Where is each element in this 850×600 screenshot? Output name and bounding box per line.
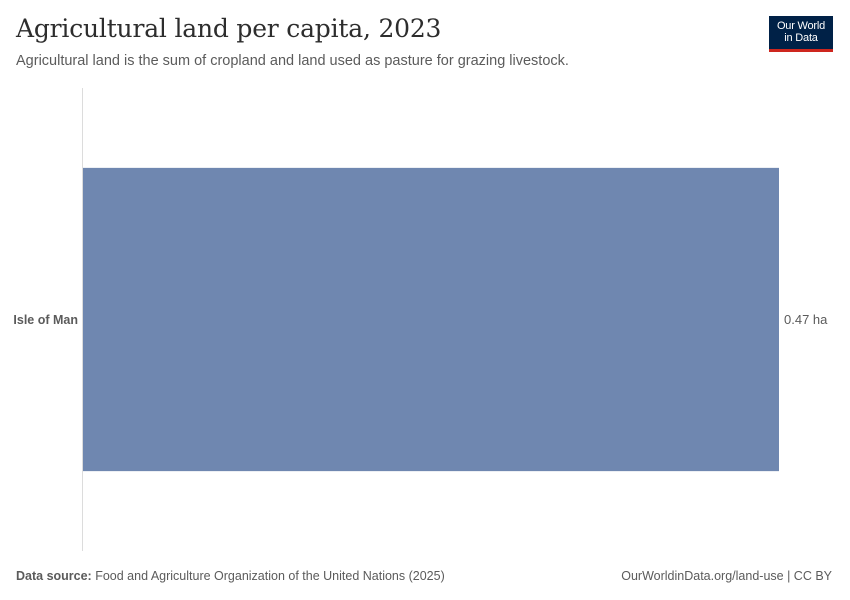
owid-logo[interactable]: Our World in Data xyxy=(769,16,833,52)
data-source-label: Data source: xyxy=(16,569,92,583)
bar-isle-of-man[interactable] xyxy=(83,167,779,472)
chart-subtitle: Agricultural land is the sum of cropland… xyxy=(16,53,569,69)
logo-line-2: in Data xyxy=(784,32,818,44)
category-label: Isle of Man xyxy=(13,313,78,327)
data-source-text: Food and Agriculture Organization of the… xyxy=(95,569,445,583)
bars-group: Isle of Man 0.47 ha xyxy=(13,167,828,472)
logo-line-1: Our World xyxy=(776,20,826,32)
value-label: 0.47 ha xyxy=(784,312,828,327)
source-url-link[interactable]: OurWorldinData.org/land-use | CC BY xyxy=(621,569,832,583)
data-source: Data source: Food and Agriculture Organi… xyxy=(16,569,445,583)
chart-title: Agricultural land per capita, 2023 xyxy=(16,14,442,43)
bar-chart: Isle of Man 0.47 ha xyxy=(13,88,828,551)
